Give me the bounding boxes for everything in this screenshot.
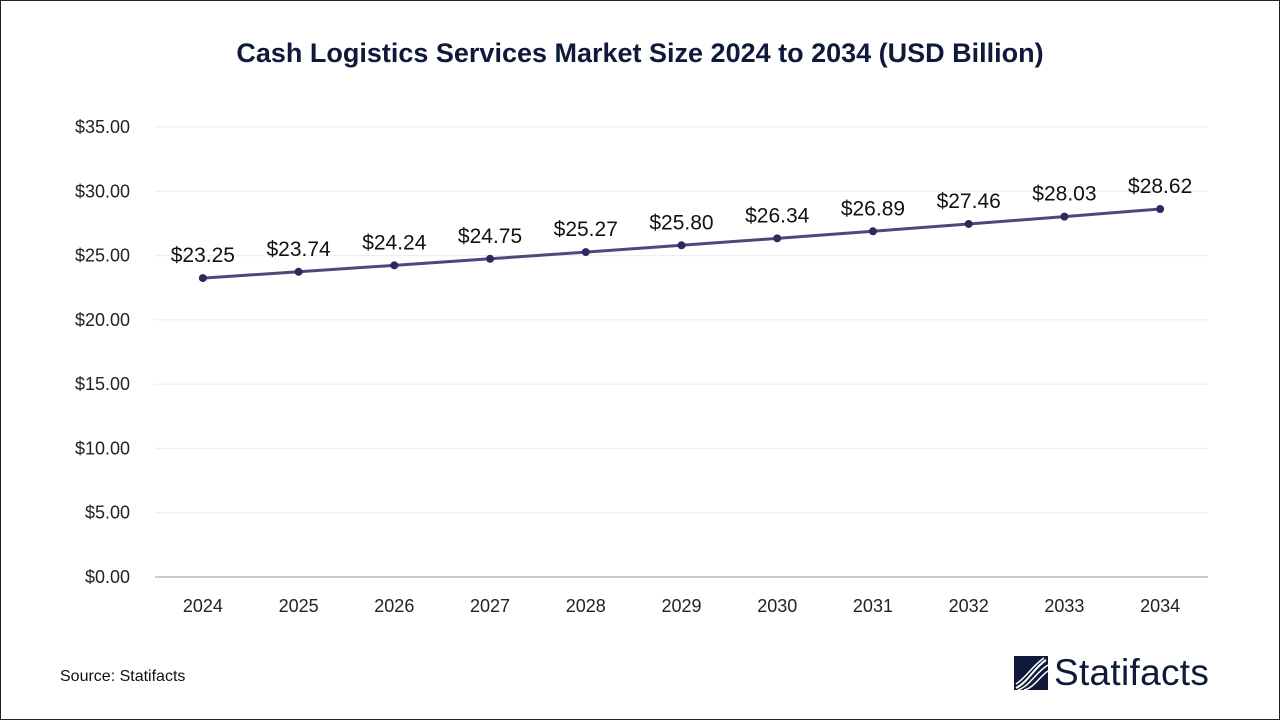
- y-tick-label: $5.00: [85, 503, 130, 523]
- y-tick-label: $20.00: [75, 310, 130, 330]
- y-tick-label: $0.00: [85, 567, 130, 587]
- x-tick-label: 2033: [1044, 596, 1084, 616]
- y-tick-label: $15.00: [75, 374, 130, 394]
- x-tick-label: 2026: [374, 596, 414, 616]
- statifacts-logo: Statifacts: [1014, 652, 1209, 694]
- x-tick-label: 2034: [1140, 596, 1180, 616]
- x-tick-label: 2031: [853, 596, 893, 616]
- data-label: $24.75: [458, 225, 522, 248]
- data-label: $25.27: [554, 218, 618, 241]
- data-label: $23.74: [266, 238, 331, 261]
- y-tick-label: $25.00: [75, 246, 130, 266]
- x-tick-label: 2027: [470, 596, 510, 616]
- y-tick-label: $35.00: [75, 117, 130, 137]
- chart-title: Cash Logistics Services Market Size 2024…: [236, 38, 1044, 68]
- x-tick-label: 2032: [949, 596, 989, 616]
- y-tick-label: $30.00: [75, 181, 130, 201]
- source-note: Source: Statifacts: [60, 668, 186, 685]
- data-label: $26.34: [745, 204, 810, 227]
- data-label: $25.80: [649, 211, 713, 234]
- data-point: [198, 274, 207, 283]
- logo-text: Statifacts: [1054, 652, 1210, 693]
- data-point: [1060, 212, 1069, 221]
- x-tick-label: 2024: [183, 596, 223, 616]
- x-tick-label: 2025: [279, 596, 319, 616]
- x-tick-label: 2030: [757, 596, 797, 616]
- data-label: $23.25: [171, 244, 235, 267]
- data-point: [581, 248, 590, 257]
- data-point: [677, 241, 686, 250]
- data-label: $27.46: [937, 190, 1001, 213]
- data-point: [1156, 205, 1165, 214]
- data-label: $26.89: [841, 197, 905, 220]
- data-point: [868, 227, 877, 236]
- data-point: [773, 234, 782, 243]
- data-point: [294, 267, 303, 276]
- data-point: [486, 254, 495, 263]
- x-tick-label: 2028: [566, 596, 606, 616]
- data-label: $24.24: [362, 231, 427, 254]
- y-tick-label: $10.00: [75, 438, 130, 458]
- data-point: [390, 261, 399, 270]
- data-label: $28.62: [1128, 175, 1192, 198]
- x-tick-label: 2029: [661, 596, 701, 616]
- data-point: [964, 219, 973, 228]
- statifacts-logo-icon: [1014, 656, 1048, 690]
- data-label: $28.03: [1032, 183, 1096, 206]
